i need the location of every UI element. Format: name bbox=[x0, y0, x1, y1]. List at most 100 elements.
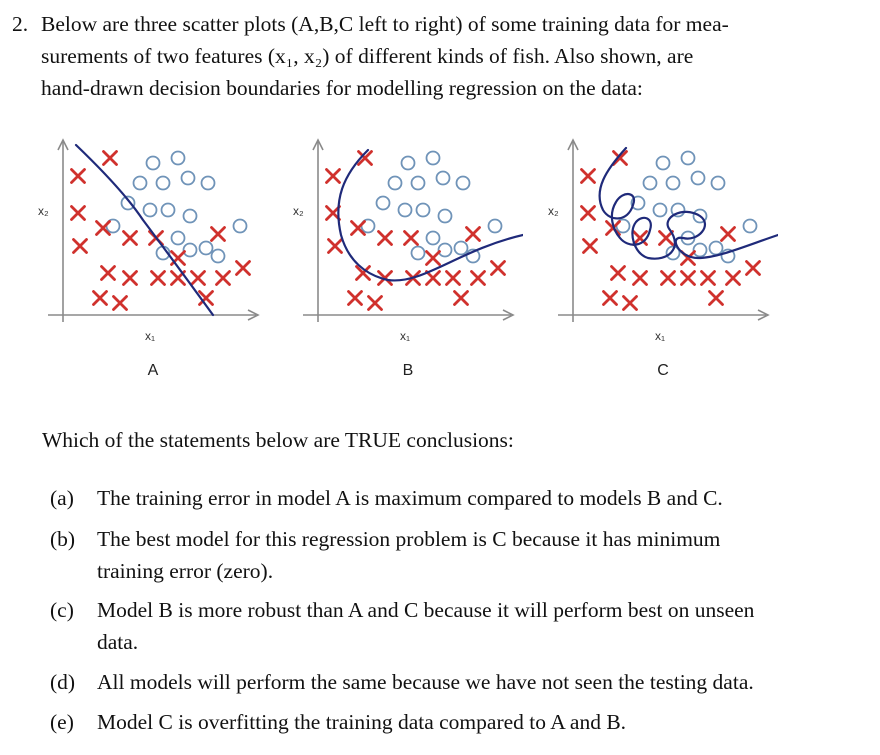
option-letter: (a) bbox=[50, 486, 74, 510]
scatter-plot-a: x₂ x₁ A bbox=[38, 138, 260, 379]
circle-marker bbox=[182, 242, 198, 258]
question-line: Below are three scatter plots (A,B,C lef… bbox=[41, 12, 729, 36]
cross-marker bbox=[465, 226, 481, 242]
circle-marker bbox=[232, 218, 248, 234]
cross-marker bbox=[622, 295, 638, 311]
circle-marker bbox=[410, 175, 426, 191]
x-axis-label: x₁ bbox=[145, 329, 155, 343]
option-text: The best model for this regression probl… bbox=[97, 527, 721, 551]
cross-marker bbox=[325, 168, 341, 184]
circle-marker bbox=[670, 202, 686, 218]
cross-marker bbox=[425, 250, 441, 266]
decision-boundary bbox=[74, 143, 215, 317]
x-axis-label: x₁ bbox=[400, 329, 410, 343]
cross-marker bbox=[725, 270, 741, 286]
circle-marker bbox=[665, 245, 681, 261]
circle-marker bbox=[180, 170, 196, 186]
decision-boundary bbox=[337, 148, 523, 282]
cross-marker bbox=[112, 295, 128, 311]
cross-marker bbox=[632, 230, 648, 246]
cross-marker bbox=[70, 168, 86, 184]
cross-marker bbox=[632, 270, 648, 286]
circle-marker bbox=[387, 175, 403, 191]
cross-marker bbox=[122, 230, 138, 246]
circle-marker bbox=[453, 240, 469, 256]
cross-marker bbox=[198, 290, 214, 306]
circle-marker bbox=[198, 240, 214, 256]
plot-label: A bbox=[148, 362, 159, 379]
scatter-plot-b: x₂ x₁ B bbox=[293, 138, 523, 379]
circle-marker bbox=[155, 175, 171, 191]
cross-marker bbox=[377, 270, 393, 286]
cross-marker bbox=[660, 270, 676, 286]
circle-marker bbox=[425, 150, 441, 166]
cross-marker bbox=[610, 265, 626, 281]
circle-marker bbox=[652, 202, 668, 218]
x-axis-arrow bbox=[247, 309, 260, 321]
circle-marker bbox=[170, 150, 186, 166]
cross-marker bbox=[582, 238, 598, 254]
circle-marker bbox=[145, 155, 161, 171]
y-axis-arrow bbox=[567, 138, 579, 151]
circle-marker bbox=[142, 202, 158, 218]
y-axis-label: x₂ bbox=[548, 204, 559, 218]
question-line: surements of two features (x₁, x₂) of di… bbox=[41, 44, 694, 68]
cross-marker bbox=[367, 295, 383, 311]
cross-marker bbox=[350, 220, 366, 236]
option-text: All models will perform the same because… bbox=[97, 670, 754, 694]
cross-marker bbox=[580, 205, 596, 221]
cross-marker bbox=[700, 270, 716, 286]
circle-marker bbox=[690, 170, 706, 186]
circle-marker bbox=[680, 150, 696, 166]
x-axis-arrow bbox=[757, 309, 770, 321]
cross-marker bbox=[347, 290, 363, 306]
cross-marker bbox=[355, 265, 371, 281]
cross-marker bbox=[377, 230, 393, 246]
y-axis-arrow bbox=[57, 138, 69, 151]
option-letter: (d) bbox=[50, 670, 76, 694]
cross-marker bbox=[470, 270, 486, 286]
y-axis-label: x₂ bbox=[38, 204, 49, 218]
circle-marker bbox=[415, 202, 431, 218]
circle-marker bbox=[120, 195, 136, 211]
cross-marker bbox=[190, 270, 206, 286]
circle-marker bbox=[437, 242, 453, 258]
circle-marker bbox=[630, 195, 646, 211]
option-text: Model B is more robust than A and C beca… bbox=[97, 598, 755, 622]
cross-marker bbox=[680, 270, 696, 286]
circle-marker bbox=[710, 175, 726, 191]
circle-marker bbox=[400, 155, 416, 171]
option-letter: (b) bbox=[50, 527, 76, 551]
circle-marker bbox=[160, 202, 176, 218]
cross-marker bbox=[95, 220, 111, 236]
cross-marker bbox=[745, 260, 761, 276]
cross-marker bbox=[235, 260, 251, 276]
y-axis-arrow bbox=[312, 138, 324, 151]
cross-marker bbox=[490, 260, 506, 276]
cross-marker bbox=[612, 150, 628, 166]
scatter-plot-c: x₂ x₁ C bbox=[548, 138, 778, 379]
circle-marker bbox=[437, 208, 453, 224]
cross-marker bbox=[357, 150, 373, 166]
cross-marker bbox=[425, 270, 441, 286]
y-axis-label: x₂ bbox=[293, 204, 304, 218]
question-line: hand-drawn decision boundaries for model… bbox=[41, 76, 643, 100]
option-letter: (c) bbox=[50, 598, 74, 622]
circle-marker bbox=[132, 175, 148, 191]
cross-marker bbox=[150, 270, 166, 286]
cross-marker bbox=[445, 270, 461, 286]
option-letter: (e) bbox=[50, 710, 74, 734]
circle-marker bbox=[435, 170, 451, 186]
question-number: 2. bbox=[12, 12, 29, 36]
circle-marker bbox=[720, 248, 736, 264]
scatter-plot-figure: x₂ x₁ A x₂ x₁ B x₂ x₁ C bbox=[38, 130, 828, 390]
circle-marker bbox=[692, 208, 708, 224]
option-text: data. bbox=[97, 630, 139, 654]
x-axis-arrow bbox=[502, 309, 515, 321]
decision-boundary bbox=[598, 146, 778, 260]
cross-marker bbox=[100, 265, 116, 281]
circle-marker bbox=[692, 242, 708, 258]
circle-marker bbox=[397, 202, 413, 218]
circle-marker bbox=[170, 230, 186, 246]
cross-marker bbox=[580, 168, 596, 184]
